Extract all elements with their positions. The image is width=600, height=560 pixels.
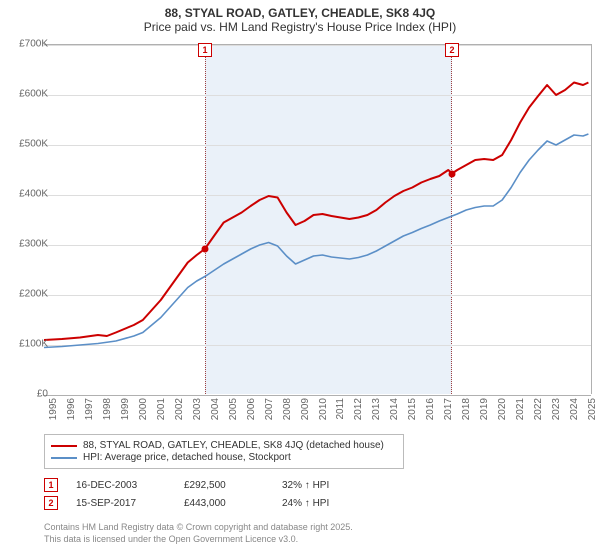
x-axis-tick-label: 2005 <box>228 398 239 420</box>
attribution-text: Contains HM Land Registry data © Crown c… <box>44 522 353 545</box>
x-axis-tick-label: 1995 <box>48 398 59 420</box>
sale-flag-marker: 1 <box>198 43 212 57</box>
x-axis-tick-label: 2020 <box>497 398 508 420</box>
x-axis-tick-label: 2010 <box>318 398 329 420</box>
x-axis-tick-label: 2023 <box>551 398 562 420</box>
x-axis-tick-label: 2016 <box>425 398 436 420</box>
x-axis-tick-label: 1997 <box>84 398 95 420</box>
x-axis-tick-label: 1999 <box>120 398 131 420</box>
x-axis-tick-label: 2011 <box>335 398 346 420</box>
sale-dot <box>449 170 456 177</box>
sale-price: £443,000 <box>184 498 264 509</box>
x-axis-tick-label: 2022 <box>533 398 544 420</box>
x-axis-tick-label: 2017 <box>443 398 454 420</box>
y-axis-tick-label: £300K <box>19 239 48 250</box>
chart-legend: 88, STYAL ROAD, GATLEY, CHEADLE, SK8 4JQ… <box>44 434 404 469</box>
sale-date: 16-DEC-2003 <box>76 480 166 491</box>
chart-title-line2: Price paid vs. HM Land Registry's House … <box>10 20 590 34</box>
legend-swatch <box>51 445 77 447</box>
x-axis-tick-label: 2008 <box>282 398 293 420</box>
x-axis-tick-label: 2019 <box>479 398 490 420</box>
x-axis-tick-label: 2004 <box>210 398 221 420</box>
sale-flag: 1 <box>44 478 58 492</box>
sale-data-table: 1 16-DEC-2003 £292,500 32% ↑ HPI 2 15-SE… <box>44 474 584 514</box>
x-axis-tick-label: 2018 <box>461 398 472 420</box>
y-axis-tick-label: £700K <box>19 39 48 50</box>
x-axis-tick-label: 2024 <box>569 398 580 420</box>
y-axis-tick-label: £200K <box>19 289 48 300</box>
x-axis-tick-label: 2013 <box>371 398 382 420</box>
sale-price: £292,500 <box>184 480 264 491</box>
attribution-line: This data is licensed under the Open Gov… <box>44 534 353 546</box>
sale-flag-marker: 2 <box>445 43 459 57</box>
x-axis-tick-label: 2009 <box>300 398 311 420</box>
chart-title-block: 88, STYAL ROAD, GATLEY, CHEADLE, SK8 4JQ… <box>0 0 600 38</box>
chart-title-line1: 88, STYAL ROAD, GATLEY, CHEADLE, SK8 4JQ <box>10 6 590 20</box>
chart-plot-area: 12 <box>44 44 592 394</box>
y-axis-tick-label: £100K <box>19 339 48 350</box>
chart-series-svg <box>44 45 592 395</box>
series-blue <box>44 134 588 348</box>
x-axis-tick-label: 2003 <box>192 398 203 420</box>
x-axis-tick-label: 2002 <box>174 398 185 420</box>
legend-swatch <box>51 457 77 459</box>
x-axis-tick-label: 2006 <box>246 398 257 420</box>
y-axis-tick-label: £500K <box>19 139 48 150</box>
sale-delta: 32% ↑ HPI <box>282 480 329 491</box>
y-axis-tick-label: £600K <box>19 89 48 100</box>
legend-item: HPI: Average price, detached house, Stoc… <box>51 452 397 463</box>
sale-row: 1 16-DEC-2003 £292,500 32% ↑ HPI <box>44 478 584 492</box>
x-axis-tick-label: 2000 <box>138 398 149 420</box>
x-axis-tick-label: 2012 <box>353 398 364 420</box>
legend-label: 88, STYAL ROAD, GATLEY, CHEADLE, SK8 4JQ… <box>83 440 384 451</box>
x-axis-tick-label: 1998 <box>102 398 113 420</box>
sale-date: 15-SEP-2017 <box>76 498 166 509</box>
x-axis-tick-label: 2015 <box>407 398 418 420</box>
x-axis-tick-label: 2001 <box>156 398 167 420</box>
x-axis-tick-label: 1996 <box>66 398 77 420</box>
sale-row: 2 15-SEP-2017 £443,000 24% ↑ HPI <box>44 496 584 510</box>
x-axis-tick-label: 2007 <box>264 398 275 420</box>
x-axis-tick-label: 2021 <box>515 398 526 420</box>
attribution-line: Contains HM Land Registry data © Crown c… <box>44 522 353 534</box>
y-axis-tick-label: £400K <box>19 189 48 200</box>
sale-dot <box>201 245 208 252</box>
legend-label: HPI: Average price, detached house, Stoc… <box>83 452 291 463</box>
legend-item: 88, STYAL ROAD, GATLEY, CHEADLE, SK8 4JQ… <box>51 440 397 451</box>
x-axis-tick-label: 2025 <box>587 398 598 420</box>
sale-delta: 24% ↑ HPI <box>282 498 329 509</box>
sale-flag: 2 <box>44 496 58 510</box>
x-axis-tick-label: 2014 <box>389 398 400 420</box>
chart-x-axis-labels: 1995 1996 1997 1998 1999 2000 2001 2002 2003 2004… <box>44 394 592 434</box>
series-red <box>44 83 588 341</box>
